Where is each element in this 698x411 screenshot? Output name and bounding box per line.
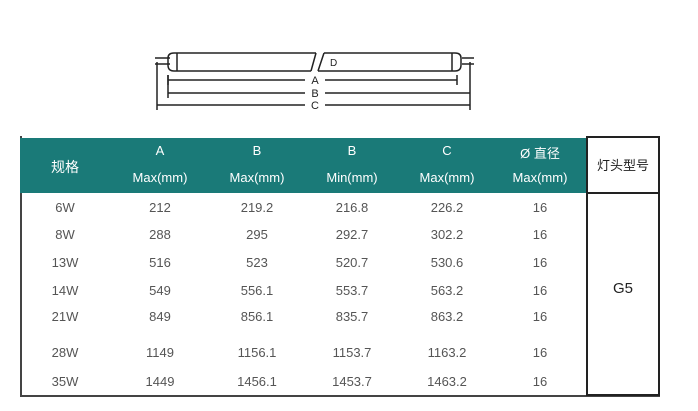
table-cell: 863.2 bbox=[430, 309, 464, 324]
table-cell: 219.2 bbox=[240, 200, 274, 215]
table-cell: 553.7 bbox=[335, 283, 369, 298]
table-cell: 288 bbox=[149, 227, 171, 242]
label-b: B bbox=[311, 88, 318, 100]
table-cell: 16 bbox=[532, 255, 548, 270]
table-cell: 849 bbox=[149, 309, 171, 324]
lamp-column bbox=[586, 136, 660, 396]
table-cell: 1153.7 bbox=[332, 345, 372, 360]
label-c: C bbox=[311, 100, 319, 112]
table-cell: 563.2 bbox=[430, 283, 464, 298]
table-cell: 14W bbox=[51, 283, 79, 298]
label-a: A bbox=[311, 75, 319, 87]
table-cell: 216.8 bbox=[335, 200, 369, 215]
header-2-top: B bbox=[252, 143, 262, 158]
header-1-bottom: Max(mm) bbox=[132, 170, 188, 185]
table-cell: 212 bbox=[149, 200, 171, 215]
table-cell: 295 bbox=[246, 227, 268, 242]
lamp-value: G5 bbox=[612, 280, 633, 297]
header-4-top: C bbox=[442, 143, 452, 158]
lamp-header: 灯头型号 bbox=[596, 158, 649, 173]
table-cell: 226.2 bbox=[430, 200, 464, 215]
table-cell: 16 bbox=[532, 283, 548, 298]
header-5-top: Ø 直径 bbox=[520, 146, 560, 161]
tube-dimension-diagram: D A B C bbox=[155, 52, 474, 112]
divider bbox=[586, 192, 660, 194]
header-2-bottom: Max(mm) bbox=[229, 170, 285, 185]
table-cell: 16 bbox=[532, 200, 548, 215]
header-1-top: A bbox=[155, 143, 165, 158]
table-header bbox=[20, 138, 586, 193]
table-cell: 13W bbox=[51, 255, 79, 270]
table-cell: 549 bbox=[149, 283, 171, 298]
table-cell: 523 bbox=[246, 255, 268, 270]
table-cell: 6W bbox=[55, 200, 75, 215]
table-cell: 16 bbox=[532, 374, 548, 389]
table-cell: 1456.1 bbox=[237, 374, 277, 389]
table-cell: 1449 bbox=[145, 374, 175, 389]
table-cell: 1149 bbox=[146, 345, 174, 360]
table-cell: 16 bbox=[532, 309, 548, 324]
table-cell: 16 bbox=[532, 227, 548, 242]
table-cell: 530.6 bbox=[430, 255, 464, 270]
table-cell: 1156.1 bbox=[237, 345, 277, 360]
table-cell: 35W bbox=[51, 374, 79, 389]
table-cell: 556.1 bbox=[240, 283, 274, 298]
header-0-bottom: 规格 bbox=[51, 159, 79, 175]
table-cell: 835.7 bbox=[335, 309, 369, 324]
table-cell: 1453.7 bbox=[332, 374, 372, 389]
table-cell: 856.1 bbox=[240, 309, 274, 324]
table-cell: 520.7 bbox=[335, 255, 369, 270]
table-cell: 21W bbox=[51, 309, 79, 324]
diagram-marker: D bbox=[330, 58, 337, 69]
table-cell: 8W bbox=[55, 227, 75, 242]
table-cell: 516 bbox=[149, 255, 171, 270]
header-5-bottom: Max(mm) bbox=[512, 170, 568, 185]
table-cell: 292.7 bbox=[335, 227, 369, 242]
header-4-bottom: Max(mm) bbox=[419, 170, 475, 185]
table-cell: 16 bbox=[532, 345, 548, 360]
header-3-top: B bbox=[347, 143, 357, 158]
table-cell: 28W bbox=[51, 345, 79, 360]
header-3-bottom: Min(mm) bbox=[326, 170, 378, 185]
table-cell: 1163.2 bbox=[427, 345, 467, 360]
table-cell: 1463.2 bbox=[427, 374, 467, 389]
table-cell: 302.2 bbox=[430, 227, 464, 242]
